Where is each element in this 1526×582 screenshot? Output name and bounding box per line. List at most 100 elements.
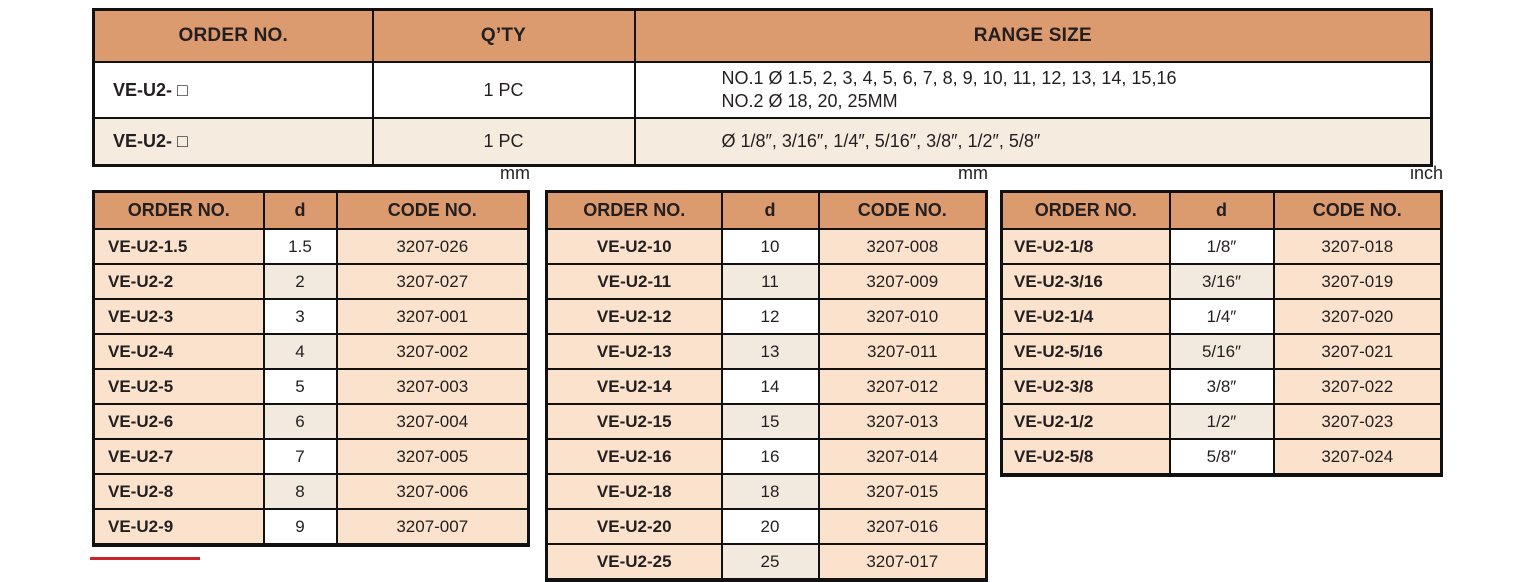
header-row: ORDER NO. d CODE NO. xyxy=(545,190,988,230)
order-no-cell: VE-U2-16 xyxy=(545,438,723,475)
order-no-cell: VE-U2-3/8 xyxy=(1000,368,1171,405)
red-divider-line xyxy=(90,557,200,560)
table-row: VE-U2-18 18 3207-015 xyxy=(545,473,988,510)
d-cell: 6 xyxy=(262,403,338,440)
qty-cell: 1 PC xyxy=(371,61,636,119)
table-row: VE-U2-3/16 3/16″ 3207-019 xyxy=(1000,263,1443,300)
d-cell: 8 xyxy=(262,473,338,510)
d-cell: 14 xyxy=(720,368,820,405)
order-no-header: ORDER NO. xyxy=(92,190,265,230)
range-size-cell: Ø 1/8″, 3/16″, 1/4″, 5/16″, 3/8″, 1/2″, … xyxy=(633,117,1433,167)
mm-table-large: ORDER NO. d CODE NO. VE-U2-10 10 3207-008 VE-U… xyxy=(545,190,988,582)
table-row: VE-U2-20 20 3207-016 xyxy=(545,508,988,545)
order-no-cell: VE-U2-15 xyxy=(545,403,723,440)
code-no-cell: 3207-010 xyxy=(817,298,988,335)
table-row: VE-U2-9 9 3207-007 xyxy=(92,508,530,546)
d-cell: 1/4″ xyxy=(1168,298,1275,335)
d-cell: 9 xyxy=(262,508,338,546)
order-no-cell: VE-U2-9 xyxy=(92,508,265,546)
order-no-cell: VE-U2-10 xyxy=(545,228,723,265)
order-no-cell: VE-U2-5 xyxy=(92,368,265,405)
code-no-cell: 3207-006 xyxy=(335,473,530,510)
d-cell: 3/8″ xyxy=(1168,368,1275,405)
order-no-cell: VE-U2-1/8 xyxy=(1000,228,1171,265)
order-no-cell: VE-U2-2 xyxy=(92,263,265,300)
code-no-cell: 3207-013 xyxy=(817,403,988,440)
table-row: VE-U2-7 7 3207-005 xyxy=(92,438,530,475)
d-header: d xyxy=(1168,190,1275,230)
order-no-cell: VE-U2-14 xyxy=(545,368,723,405)
table-row: VE-U2-6 6 3207-004 xyxy=(92,403,530,440)
order-no-cell: VE-U2-5/16 xyxy=(1000,333,1171,370)
code-no-cell: 3207-019 xyxy=(1272,263,1443,300)
code-no-cell: 3207-009 xyxy=(817,263,988,300)
code-no-cell: 3207-003 xyxy=(335,368,530,405)
d-cell: 5 xyxy=(262,368,338,405)
inch-table: ORDER NO. d CODE NO. VE-U2-1/8 1/8″ 3207-018 V… xyxy=(1000,190,1443,477)
summary-row-inch: VE-U2- □ 1 PC Ø 1/8″, 3/16″, 1/4″, 5/16″… xyxy=(92,117,1433,167)
code-no-cell: 3207-007 xyxy=(335,508,530,546)
code-no-cell: 3207-024 xyxy=(1272,438,1443,476)
table-row: VE-U2-1/8 1/8″ 3207-018 xyxy=(1000,228,1443,265)
order-no-cell: VE-U2-1/4 xyxy=(1000,298,1171,335)
code-no-cell: 3207-023 xyxy=(1272,403,1443,440)
d-header: d xyxy=(262,190,338,230)
table-row: VE-U2-5/16 5/16″ 3207-021 xyxy=(1000,333,1443,370)
table-row: VE-U2-3 3 3207-001 xyxy=(92,298,530,335)
range-line-1: NO.1 Ø 1.5, 2, 3, 4, 5, 6, 7, 8, 9, 10, … xyxy=(721,68,1177,88)
table-row: VE-U2-14 14 3207-012 xyxy=(545,368,988,405)
d-cell: 13 xyxy=(720,333,820,370)
table-row: VE-U2-13 13 3207-011 xyxy=(545,333,988,370)
unit-label-mm-1: mm xyxy=(500,163,530,183)
code-no-cell: 3207-018 xyxy=(1272,228,1443,265)
table-row: VE-U2-1.5 1.5 3207-026 xyxy=(92,228,530,265)
code-no-cell: 3207-011 xyxy=(817,333,988,370)
code-no-cell: 3207-021 xyxy=(1272,333,1443,370)
table-row: VE-U2-15 15 3207-013 xyxy=(545,403,988,440)
mm-table-small: ORDER NO. d CODE NO. VE-U2-1.5 1.5 3207-026 VE… xyxy=(92,190,530,547)
code-no-cell: 3207-008 xyxy=(817,228,988,265)
d-cell: 1/8″ xyxy=(1168,228,1275,265)
order-no-cell: VE-U2-7 xyxy=(92,438,265,475)
order-no-cell: VE-U2-1/2 xyxy=(1000,403,1171,440)
order-no-cell: VE-U2-12 xyxy=(545,298,723,335)
table-row: VE-U2-8 8 3207-006 xyxy=(92,473,530,510)
order-no-cell: VE-U2-18 xyxy=(545,473,723,510)
order-no-cell: VE-U2- □ xyxy=(92,117,374,167)
table-row: VE-U2-5/8 5/8″ 3207-024 xyxy=(1000,438,1443,476)
order-no-header: ORDER NO. xyxy=(92,8,374,63)
d-cell: 5/8″ xyxy=(1168,438,1275,476)
code-no-cell: 3207-027 xyxy=(335,263,530,300)
code-no-cell: 3207-004 xyxy=(335,403,530,440)
code-no-cell: 3207-002 xyxy=(335,333,530,370)
d-cell: 10 xyxy=(720,228,820,265)
table-row: VE-U2-11 11 3207-009 xyxy=(545,263,988,300)
code-no-cell: 3207-017 xyxy=(817,543,988,581)
order-no-cell: VE-U2- □ xyxy=(92,61,374,119)
range-line-1: Ø 1/8″, 3/16″, 1/4″, 5/16″, 3/8″, 1/2″, … xyxy=(721,131,1041,151)
code-no-cell: 3207-012 xyxy=(817,368,988,405)
range-line-2: NO.2 Ø 18, 20, 25MM xyxy=(721,91,898,111)
order-no-cell: VE-U2-25 xyxy=(545,543,723,581)
table-row: VE-U2-3/8 3/8″ 3207-022 xyxy=(1000,368,1443,405)
table-row: VE-U2-1/4 1/4″ 3207-020 xyxy=(1000,298,1443,335)
d-cell: 16 xyxy=(720,438,820,475)
order-no-cell: VE-U2-8 xyxy=(92,473,265,510)
summary-header-row: ORDER NO. Q’TY RANGE SIZE xyxy=(92,8,1433,63)
d-cell: 11 xyxy=(720,263,820,300)
code-no-cell: 3207-020 xyxy=(1272,298,1443,335)
table-row: VE-U2-1/2 1/2″ 3207-023 xyxy=(1000,403,1443,440)
order-no-cell: VE-U2-1.5 xyxy=(92,228,265,265)
qty-header: Q’TY xyxy=(371,8,636,63)
order-no-cell: VE-U2-13 xyxy=(545,333,723,370)
table-row: VE-U2-2 2 3207-027 xyxy=(92,263,530,300)
d-cell: 20 xyxy=(720,508,820,545)
code-no-cell: 3207-015 xyxy=(817,473,988,510)
order-no-cell: VE-U2-5/8 xyxy=(1000,438,1171,476)
table-row: VE-U2-25 25 3207-017 xyxy=(545,543,988,581)
d-cell: 3/16″ xyxy=(1168,263,1275,300)
unit-label-inch: inch xyxy=(1409,163,1443,183)
code-no-cell: 3207-001 xyxy=(335,298,530,335)
d-cell: 12 xyxy=(720,298,820,335)
table-row: VE-U2-16 16 3207-014 xyxy=(545,438,988,475)
